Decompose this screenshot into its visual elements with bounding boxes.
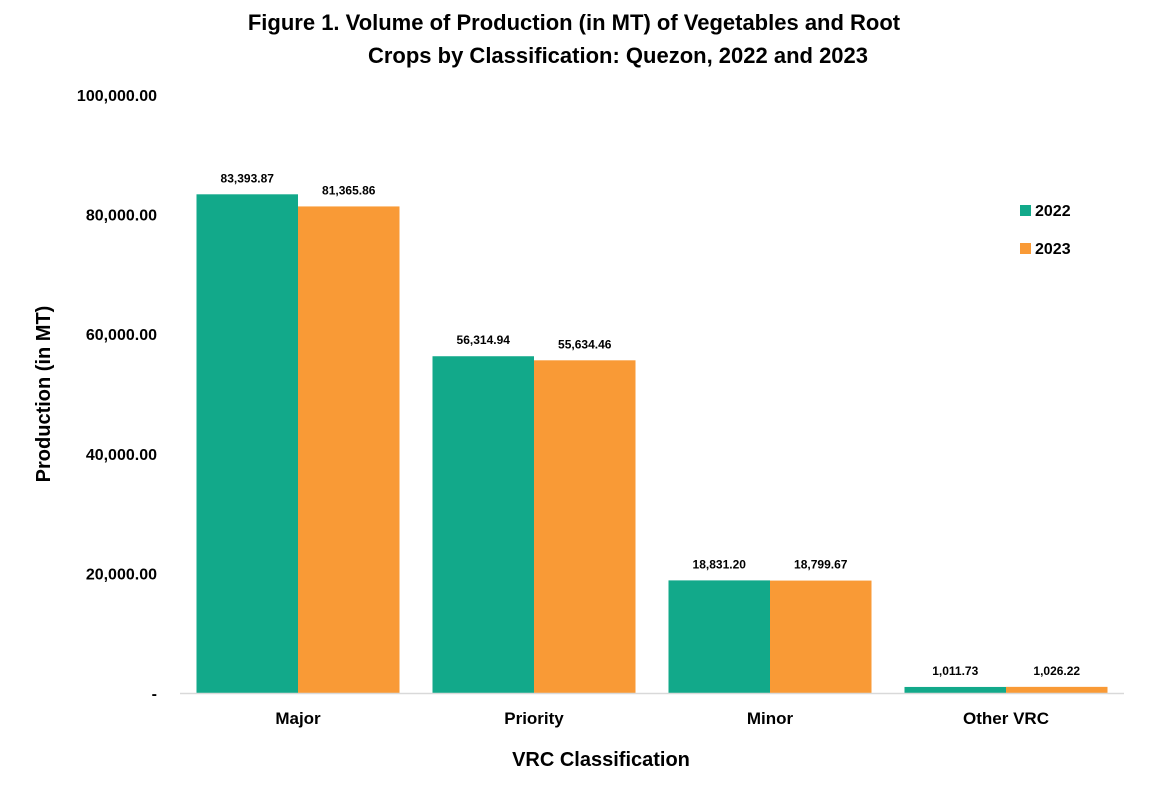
- bar-2022-major: [196, 194, 298, 693]
- x-tick-label: Minor: [747, 709, 794, 728]
- data-label: 55,634.46: [558, 337, 612, 351]
- y-tick-label: 100,000.00: [77, 88, 157, 105]
- chart-title-line-2: Crops by Classification: Quezon, 2022 an…: [368, 43, 868, 68]
- x-tick-label: Major: [275, 709, 321, 728]
- y-tick-label: 40,000.00: [86, 447, 157, 464]
- x-tick-label: Priority: [504, 709, 564, 728]
- data-label: 1,011.73: [932, 664, 978, 678]
- data-label: 81,365.86: [322, 183, 376, 197]
- bar-2023-major: [298, 206, 400, 693]
- data-label: 18,831.20: [693, 557, 747, 571]
- bar-2023-priority: [534, 360, 636, 693]
- bar-2022-priority: [432, 356, 534, 693]
- chart-title: Figure 1. Volume of Production (in MT) o…: [248, 10, 901, 68]
- legend-swatch-2023: [1020, 243, 1031, 254]
- legend-label: 2022: [1035, 203, 1071, 220]
- data-label: 56,314.94: [457, 333, 511, 347]
- chart-title-line-1: Figure 1. Volume of Production (in MT) o…: [248, 10, 901, 35]
- y-axis-ticks: - 20,000.00 40,000.00 60,000.00 80,000.00 100…: [77, 88, 157, 703]
- x-axis-label: VRC Classification: [512, 749, 690, 771]
- legend-label: 2023: [1035, 241, 1071, 258]
- data-label: 83,393.87: [221, 171, 275, 185]
- y-tick-label: -: [152, 686, 157, 703]
- bar-2022-other-vrc: [904, 686, 1006, 693]
- bar-2022-minor: [668, 580, 770, 693]
- x-axis-ticks: Major Priority Minor Other VRC: [275, 709, 1049, 728]
- data-label: 18,799.67: [794, 558, 848, 572]
- y-axis-label: Production (in MT): [33, 306, 55, 483]
- y-tick-label: 80,000.00: [86, 208, 157, 225]
- legend: 2022 2023: [1020, 203, 1071, 258]
- y-tick-label: 20,000.00: [86, 566, 157, 583]
- y-tick-label: 60,000.00: [86, 327, 157, 344]
- bar-2023-minor: [770, 580, 872, 693]
- bar-2023-other-vrc: [1006, 686, 1108, 693]
- x-tick-label: Other VRC: [963, 709, 1049, 728]
- data-labels: 83,393.87 81,365.86 56,314.94 55,634.46 18,8…: [221, 171, 1081, 678]
- legend-swatch-2022: [1020, 205, 1031, 216]
- bar-series: [196, 194, 1108, 693]
- data-label: 1,026.22: [1033, 664, 1080, 678]
